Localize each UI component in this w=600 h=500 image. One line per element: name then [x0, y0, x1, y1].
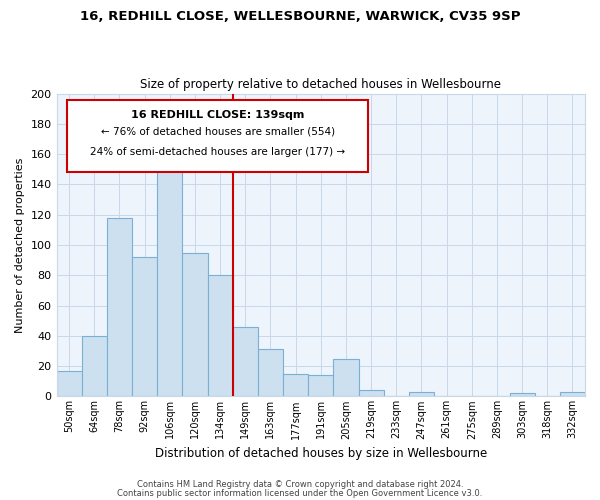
- Bar: [258, 350, 283, 397]
- Bar: [208, 276, 233, 396]
- Title: Size of property relative to detached houses in Wellesbourne: Size of property relative to detached ho…: [140, 78, 501, 91]
- Bar: [56, 370, 82, 396]
- Bar: [82, 336, 107, 396]
- Y-axis label: Number of detached properties: Number of detached properties: [15, 158, 25, 332]
- Bar: [509, 394, 535, 396]
- FancyBboxPatch shape: [67, 100, 368, 172]
- Bar: [334, 358, 359, 397]
- X-axis label: Distribution of detached houses by size in Wellesbourne: Distribution of detached houses by size …: [155, 447, 487, 460]
- Bar: [409, 392, 434, 396]
- Bar: [107, 218, 132, 396]
- Text: 16, REDHILL CLOSE, WELLESBOURNE, WARWICK, CV35 9SP: 16, REDHILL CLOSE, WELLESBOURNE, WARWICK…: [80, 10, 520, 23]
- Bar: [560, 392, 585, 396]
- Text: Contains public sector information licensed under the Open Government Licence v3: Contains public sector information licen…: [118, 488, 482, 498]
- Bar: [308, 375, 334, 396]
- Bar: [132, 257, 157, 396]
- Bar: [283, 374, 308, 396]
- Bar: [182, 252, 208, 396]
- Text: Contains HM Land Registry data © Crown copyright and database right 2024.: Contains HM Land Registry data © Crown c…: [137, 480, 463, 489]
- Bar: [359, 390, 383, 396]
- Bar: [157, 144, 182, 396]
- Bar: [233, 326, 258, 396]
- Text: 16 REDHILL CLOSE: 139sqm: 16 REDHILL CLOSE: 139sqm: [131, 110, 304, 120]
- Text: ← 76% of detached houses are smaller (554): ← 76% of detached houses are smaller (55…: [101, 127, 335, 137]
- Text: 24% of semi-detached houses are larger (177) →: 24% of semi-detached houses are larger (…: [90, 146, 345, 156]
